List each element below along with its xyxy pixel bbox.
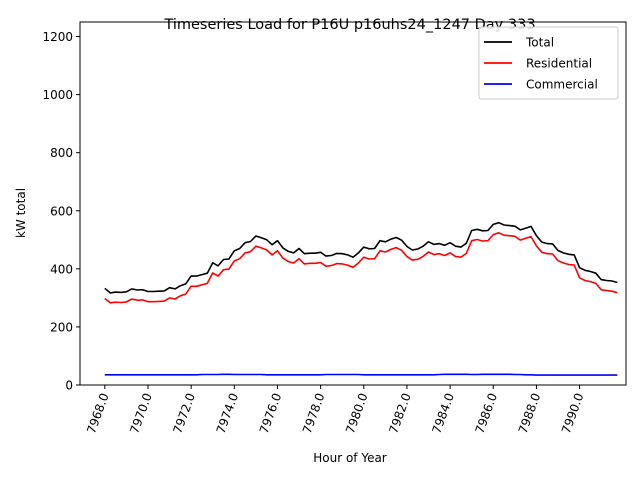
x-tick-label: 7978.0 [300,391,328,435]
series-line-residential [104,232,618,304]
x-tick-label: 7986.0 [473,391,501,435]
y-tick-label: 400 [50,262,73,276]
legend: Total Residential Commercial [478,26,619,100]
x-axis: 7968.0 7970.0 7972.0 7974.0 7976.0 7978.0 7980… [84,385,586,435]
plot-area-frame [79,21,627,386]
series-layer [104,221,618,376]
y-axis-label: kW total [14,188,28,238]
x-tick-label: 7982.0 [386,391,414,435]
legend-label-total: Total [525,36,554,50]
series-line-commercial [104,373,618,376]
y-tick-label: 600 [50,204,73,218]
x-tick-label: 7972.0 [170,391,198,435]
x-tick-label: 7988.0 [516,391,544,435]
x-tick-label: 7970.0 [127,391,155,435]
legend-label-residential: Residential [526,57,592,71]
y-tick-label: 800 [50,146,73,160]
legend-box [478,26,619,100]
legend-label-commercial: Commercial [526,78,598,92]
x-tick-label: 7976.0 [257,391,285,435]
series-line-total [104,221,618,294]
chart-title: Timeseries Load for P16U p16uhs24_1247 D… [163,17,535,33]
y-axis: 0 200 400 600 800 1000 1200 [42,30,80,393]
x-tick-label: 7968.0 [84,391,112,435]
x-tick-label: 7990.0 [559,391,587,435]
x-axis-label: Hour of Year [313,451,387,465]
y-tick-label: 1200 [42,30,73,44]
y-tick-label: 1000 [42,88,73,102]
y-tick-label: 200 [50,320,73,334]
y-tick-label: 0 [65,379,73,393]
x-tick-label: 7984.0 [429,391,457,435]
x-tick-label: 7974.0 [214,391,242,435]
x-tick-label: 7980.0 [343,391,371,435]
